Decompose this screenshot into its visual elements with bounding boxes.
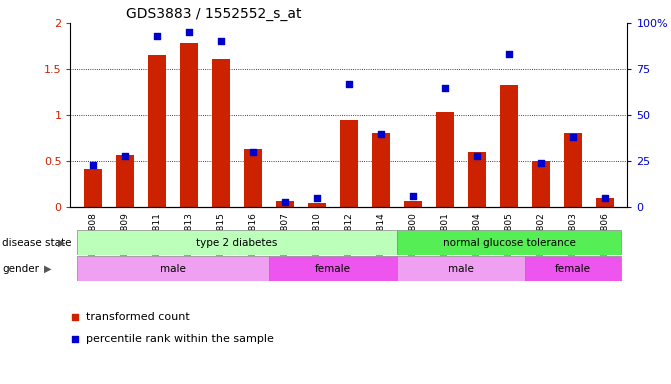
Text: normal glucose tolerance: normal glucose tolerance — [442, 238, 576, 248]
Bar — [532, 161, 550, 207]
Point — [440, 84, 450, 91]
Bar — [180, 43, 198, 207]
Point — [535, 160, 546, 166]
Text: ▶: ▶ — [58, 238, 66, 248]
Point — [280, 199, 291, 205]
Bar — [116, 155, 134, 207]
Text: disease state: disease state — [2, 238, 72, 248]
Bar — [84, 169, 102, 207]
Bar — [397, 256, 525, 281]
Text: GDS3883 / 1552552_s_at: GDS3883 / 1552552_s_at — [126, 7, 302, 21]
Bar — [148, 55, 166, 207]
Bar — [308, 203, 325, 207]
Text: male: male — [448, 263, 474, 274]
Text: transformed count: transformed count — [86, 312, 189, 322]
Bar — [276, 201, 294, 207]
Bar — [372, 133, 390, 207]
Bar — [500, 85, 518, 207]
Point — [472, 153, 482, 159]
Point — [600, 195, 611, 201]
Text: ▶: ▶ — [44, 263, 52, 274]
Point — [376, 131, 386, 137]
Point — [70, 336, 81, 343]
Bar — [404, 201, 422, 207]
Text: percentile rank within the sample: percentile rank within the sample — [86, 334, 273, 344]
Bar — [564, 133, 582, 207]
Bar — [77, 230, 397, 255]
Point — [87, 162, 98, 168]
Point — [248, 149, 258, 155]
Point — [70, 314, 81, 320]
Text: type 2 diabetes: type 2 diabetes — [196, 238, 278, 248]
Text: female: female — [555, 263, 591, 274]
Bar — [77, 256, 269, 281]
Bar — [397, 230, 621, 255]
Point — [152, 33, 162, 39]
Bar — [269, 256, 397, 281]
Bar — [212, 59, 229, 207]
Point — [311, 195, 322, 201]
Point — [119, 153, 130, 159]
Bar — [525, 256, 621, 281]
Point — [215, 38, 226, 45]
Point — [344, 81, 354, 87]
Bar — [340, 120, 358, 207]
Point — [568, 134, 578, 141]
Point — [504, 51, 515, 58]
Bar — [468, 152, 486, 207]
Bar — [436, 111, 454, 207]
Text: male: male — [160, 263, 186, 274]
Text: female: female — [315, 263, 351, 274]
Text: gender: gender — [2, 263, 39, 274]
Bar — [244, 149, 262, 207]
Point — [407, 193, 418, 199]
Bar — [596, 198, 614, 207]
Point — [183, 29, 194, 35]
